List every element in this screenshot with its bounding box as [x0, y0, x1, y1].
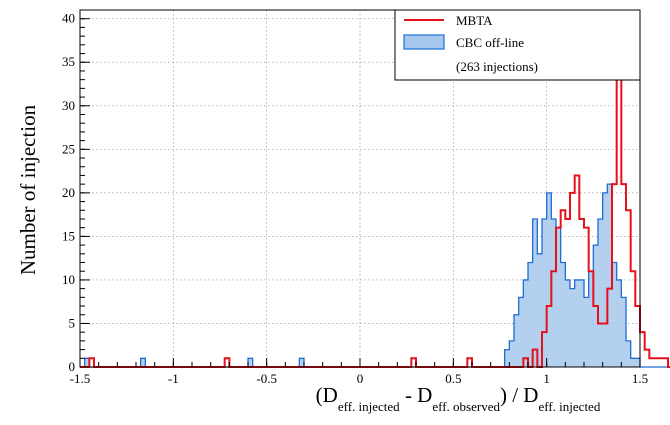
legend-swatch-cbc: [403, 34, 445, 50]
y-tick-label: 15: [62, 228, 75, 243]
y-axis-title: Number of injection: [16, 104, 40, 275]
x-axis-title-subscript: eff. observed: [432, 399, 500, 414]
y-tick-label: 35: [62, 54, 75, 69]
x-axis-title-part: (D: [316, 383, 338, 407]
series-cbc-fill: [80, 184, 670, 367]
y-tick-label: 40: [62, 11, 75, 26]
y-tick-label: 0: [69, 359, 76, 374]
x-axis-title: (Deff. injected - Deff. observed) / Deff…: [316, 383, 601, 414]
ticks-layer: -1.5 -1 -0.5 0 0.5 1 1.5 0 5 10 15 20 25 30 35 40: [62, 9, 648, 386]
x-tick-label: -0.5: [256, 371, 277, 386]
x-tick-label: 0: [357, 371, 364, 386]
y-tick-label: 25: [62, 141, 75, 156]
legend-box: [394, 9, 641, 81]
x-axis-title-part: - D: [400, 383, 433, 407]
x-tick-label: -1: [168, 371, 179, 386]
y-tick-label: 30: [62, 98, 75, 113]
legend-label-cbc: CBC off-line: [456, 35, 524, 50]
x-axis-title-subscript: eff. injected: [338, 399, 400, 414]
x-tick-label: 1.5: [632, 371, 648, 386]
x-axis-title-part: ) / D: [500, 383, 539, 407]
legend-label-mbta: MBTA: [456, 13, 493, 28]
x-tick-label: 0.5: [445, 371, 461, 386]
x-axis-title-subscript: eff. injected: [538, 399, 600, 414]
legend-note: (263 injections): [456, 59, 538, 74]
y-tick-label: 5: [69, 315, 76, 330]
legend: MBTA CBC off-line (263 injections): [394, 9, 641, 81]
x-tick-label: -1.5: [70, 371, 91, 386]
y-tick-label: 10: [62, 272, 75, 287]
y-tick-label: 20: [62, 185, 75, 200]
x-tick-label: 1: [543, 371, 550, 386]
